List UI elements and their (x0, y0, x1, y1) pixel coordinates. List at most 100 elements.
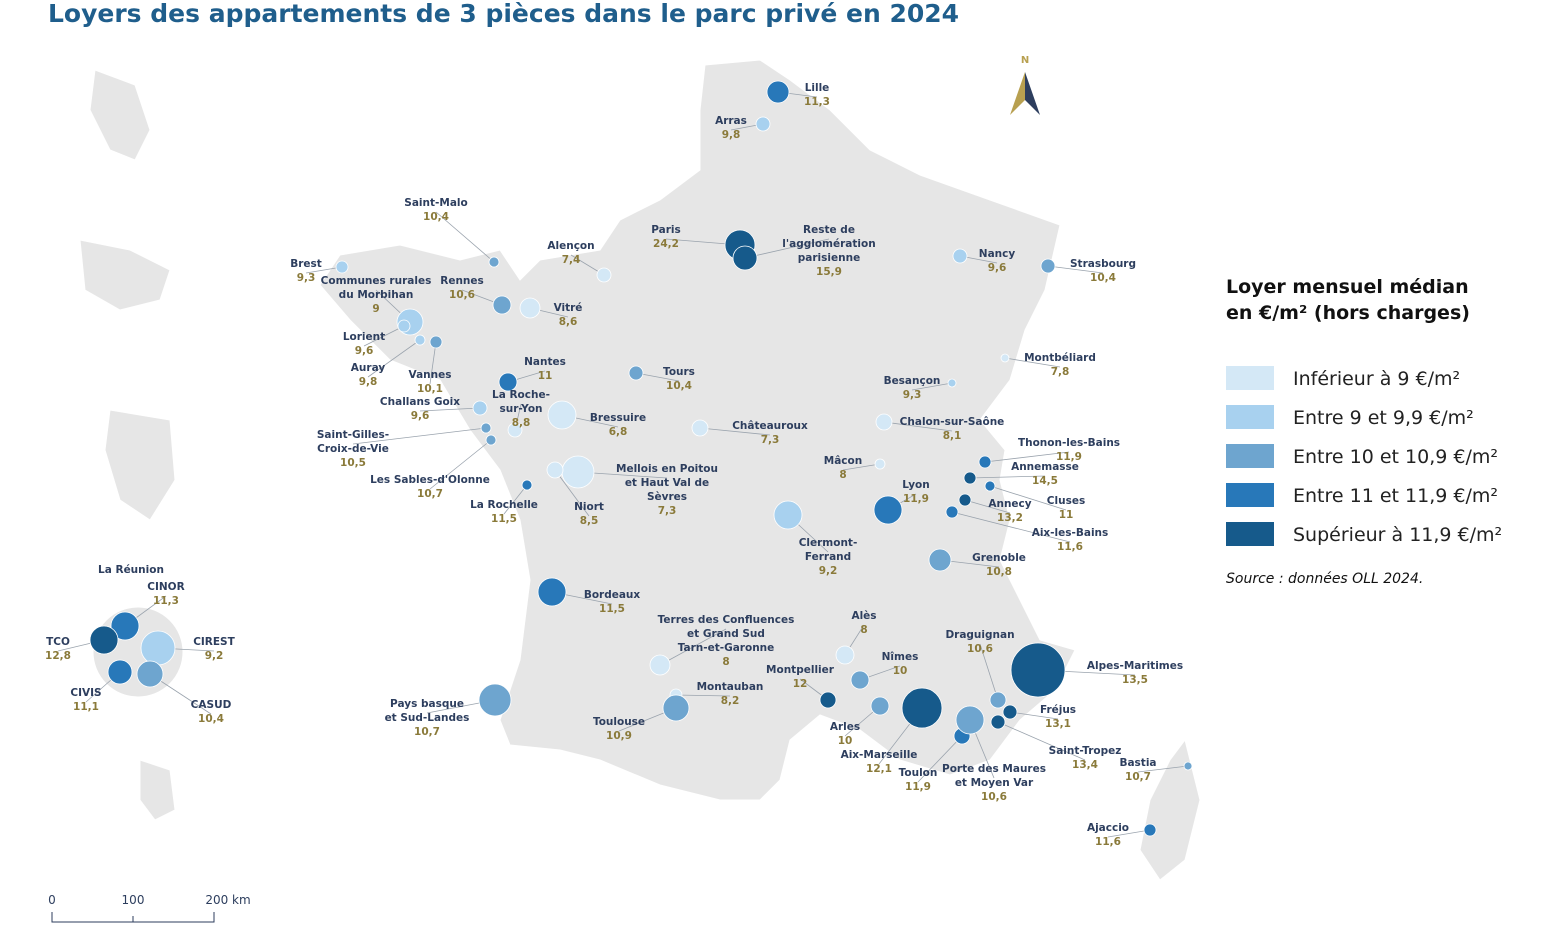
place-name: Ferrand (805, 551, 851, 563)
place-value: 14,5 (1032, 475, 1058, 487)
place-value: 10,6 (449, 289, 475, 301)
area (819, 691, 837, 709)
place-name: Nîmes (882, 651, 919, 663)
leader-line (1004, 357, 1061, 368)
leader-line (1009, 711, 1059, 720)
legend-label: Entre 10 et 10,9 €/m² (1293, 446, 1498, 468)
place-name: Communes rurales (321, 275, 432, 287)
area (870, 696, 890, 716)
area (773, 500, 803, 530)
place-value: 11,5 (491, 513, 517, 525)
legend-title: Loyer mensuel médian (1226, 276, 1469, 298)
area (945, 505, 959, 519)
place-value: 12,1 (866, 763, 892, 775)
place-value: 8 (839, 469, 846, 481)
place-value: 10,1 (417, 383, 443, 395)
source: Source : données OLL 2024. (1226, 571, 1423, 587)
area (1183, 761, 1193, 771)
place-name: Châteauroux (732, 420, 808, 432)
place-value: 8 (860, 624, 867, 636)
area (485, 434, 497, 446)
scale-label: 0 (48, 893, 56, 907)
place-name: Porte des Maures (942, 763, 1046, 775)
place-value: 8 (722, 656, 729, 668)
area (397, 319, 411, 333)
place-name: et Moyen Var (955, 777, 1034, 789)
place-value: 10,6 (981, 791, 1007, 803)
area (955, 705, 985, 735)
area (649, 654, 671, 676)
place-name: Vannes (409, 369, 452, 381)
leader-line (1107, 829, 1151, 838)
scale-label: 200 km (205, 893, 250, 907)
place-value: 11 (538, 370, 553, 382)
area (1002, 704, 1018, 720)
place-name: Alpes-Maritimes (1087, 660, 1183, 672)
leader-line (917, 735, 963, 783)
place-name: du Morbihan (339, 289, 414, 301)
places: Lille 11,3 Arras 9,8 Saint-Malo 10,4 Alençon 7,… (45, 80, 1193, 848)
place-name: Pays basque (390, 698, 464, 710)
place-name: TCO (46, 636, 70, 648)
place-name: Rennes (440, 275, 484, 287)
place-value: 9,6 (411, 410, 430, 422)
legend-label: Inférieur à 9 €/m² (1293, 368, 1460, 390)
area (691, 419, 709, 437)
area (488, 256, 500, 268)
place-value: 11,9 (905, 781, 931, 793)
place-value: 9,6 (988, 262, 1007, 274)
area (755, 116, 771, 132)
place-name: sur-Yon (499, 403, 542, 415)
area (478, 683, 512, 717)
place-name: Fréjus (1040, 704, 1076, 716)
place-name: Terres des Confluences (658, 614, 795, 626)
place-name: Nantes (524, 356, 566, 368)
place-name: Annecy (988, 498, 1031, 510)
place-name: Saint-Gilles- (317, 429, 389, 441)
place-name: Arras (715, 115, 747, 127)
area (978, 455, 992, 469)
place-name: Bordeaux (584, 589, 641, 601)
area (546, 461, 564, 479)
place-name: Auray (351, 362, 386, 374)
place-name: CIREST (193, 636, 235, 648)
place-value: 8,2 (721, 695, 740, 707)
place-value: 10 (893, 665, 908, 677)
place-value: 10,7 (1125, 771, 1151, 783)
place-value: 10,4 (423, 211, 449, 223)
place-value: 7,3 (761, 434, 780, 446)
place-name: Bastia (1119, 757, 1156, 769)
place-value: 10,6 (967, 643, 993, 655)
leader-line (964, 499, 1011, 514)
place-value: 13,5 (1122, 674, 1148, 686)
place-value: 10,7 (414, 726, 440, 738)
area (519, 297, 541, 319)
place-value: 13,1 (1045, 718, 1071, 730)
place-value: 11,9 (903, 493, 929, 505)
place-value: 12 (793, 678, 808, 690)
place-name: Saint-Tropez (1049, 745, 1122, 757)
place-value: 11,5 (599, 603, 625, 615)
area (766, 80, 790, 104)
place-name: Alençon (547, 240, 594, 252)
place-name: Tours (663, 366, 695, 378)
leader-line (363, 325, 405, 347)
leader-line (429, 439, 492, 490)
place-name: CIVIS (70, 687, 101, 699)
place-name: Lorient (343, 331, 385, 343)
leader-line (352, 427, 487, 445)
title: Loyers des appartements de 3 pièces dans… (48, 0, 959, 28)
area (835, 645, 855, 665)
leader-line (1137, 765, 1189, 773)
legend-label: Entre 11 et 11,9 €/m² (1293, 485, 1498, 507)
place-value: 8,6 (559, 316, 578, 328)
area (1000, 353, 1010, 363)
area (492, 295, 512, 315)
place-name: Grenoble (972, 552, 1026, 564)
place-name: Strasbourg (1070, 258, 1136, 270)
place-value: 11,3 (153, 595, 179, 607)
place-value: 12,8 (45, 650, 71, 662)
place-name: Croix-de-Vie (317, 443, 389, 455)
reunion-title: La Réunion (98, 564, 164, 576)
place-name: et Haut Val de (625, 477, 709, 489)
